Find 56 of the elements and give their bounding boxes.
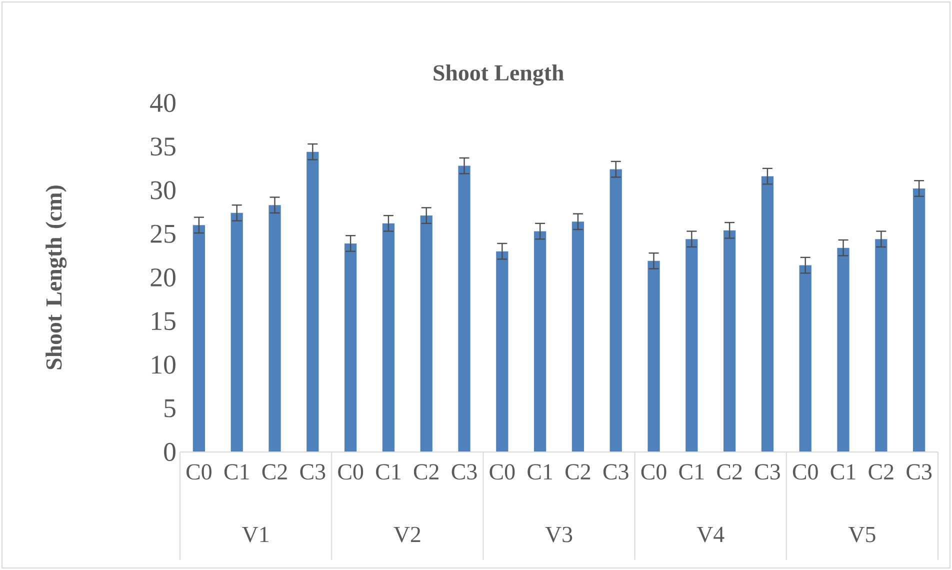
y-tick-label: 30 xyxy=(150,181,176,200)
text: V4 xyxy=(696,526,724,542)
x-tick-label: C0 xyxy=(641,464,666,480)
x-tick-label: C0 xyxy=(338,464,364,480)
bar xyxy=(268,205,281,452)
x-tick-label: C2 xyxy=(414,464,438,480)
x-tick-label: C3 xyxy=(452,464,477,480)
y-tick-label: 10 xyxy=(152,356,176,374)
x-tick-label: C3 xyxy=(755,464,780,480)
text: V5 xyxy=(848,526,876,542)
x-tick-label: C1 xyxy=(830,464,856,480)
bar xyxy=(723,230,736,452)
bar xyxy=(306,152,319,452)
x-tick-label: C0 xyxy=(490,464,515,480)
y-tick-label: 15 xyxy=(152,312,176,330)
text: V1 xyxy=(242,526,268,542)
x-tick-label: C2 xyxy=(868,464,894,480)
bar xyxy=(572,222,584,452)
x-tick-label: C1 xyxy=(528,464,552,480)
y-tick-label: 0 xyxy=(164,442,176,462)
bar xyxy=(458,166,470,452)
x-tick-label: C0 xyxy=(186,464,212,480)
text: V2 xyxy=(394,526,420,542)
x-tick-label: C1 xyxy=(679,464,704,480)
y-tick-label: 40 xyxy=(150,94,176,112)
bar xyxy=(610,169,622,452)
bar xyxy=(420,216,432,452)
x-tick-label: C0 xyxy=(792,464,818,480)
bar xyxy=(875,239,888,452)
x-tick-label: C2 xyxy=(566,464,590,480)
bar xyxy=(192,225,206,452)
x-tick-label: C3 xyxy=(603,464,628,480)
bar xyxy=(230,212,243,452)
bar xyxy=(648,260,660,452)
bar xyxy=(534,231,546,452)
x-tick-label: C1 xyxy=(376,464,400,480)
y-tick-label: 5 xyxy=(164,399,176,418)
text: V3 xyxy=(545,526,572,542)
bar xyxy=(837,248,850,452)
bar xyxy=(496,251,508,452)
y-axis-title: Shoot Length (cm) xyxy=(46,186,67,370)
x-tick-label: C3 xyxy=(906,464,932,480)
y-tick-label: 25 xyxy=(150,224,176,243)
chart-title: Shoot Length xyxy=(434,64,564,86)
y-tick-label: 20 xyxy=(150,268,176,287)
bar xyxy=(761,176,774,452)
bar xyxy=(344,243,357,452)
x-tick-label: C2 xyxy=(717,464,742,480)
bar xyxy=(912,188,926,452)
bar xyxy=(799,265,812,452)
x-tick-label: C1 xyxy=(224,464,249,480)
bar xyxy=(686,239,698,452)
x-tick-label: C2 xyxy=(262,464,287,480)
x-tick-label: C3 xyxy=(300,464,326,480)
bar xyxy=(382,223,395,452)
y-tick-label: 35 xyxy=(150,138,176,156)
